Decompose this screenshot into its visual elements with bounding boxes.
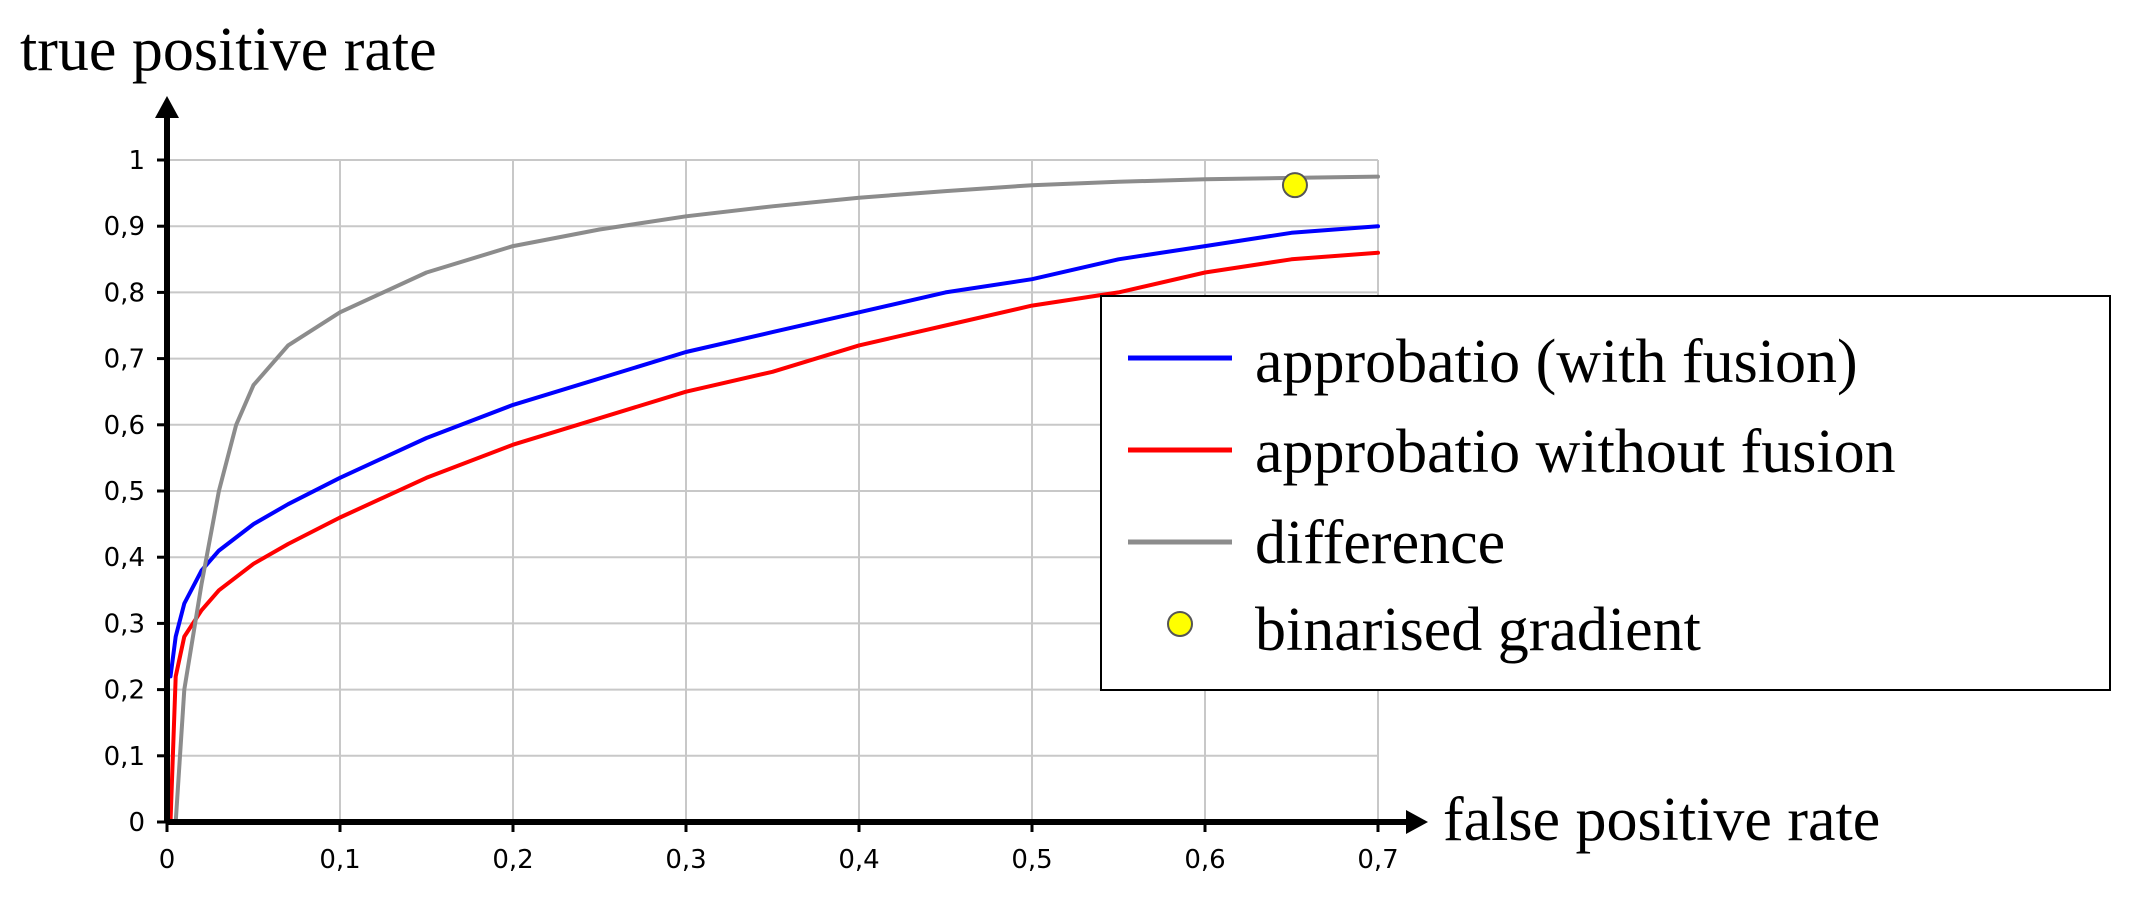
y-tick-label: 1 <box>128 146 145 176</box>
y-tick-label: 0,2 <box>104 676 145 706</box>
legend-box <box>1100 295 2111 691</box>
axes <box>155 96 1428 834</box>
x-tick-label: 0 <box>159 845 176 875</box>
tick-labels: 0 0,1 0,2 0,3 0,4 0,5 0,6 0,7 0 0,1 0,2 0,3 0,4 0,5 0,… <box>104 146 1399 875</box>
legend-label-with-fusion: approbatio (with fusion) <box>1255 328 1858 396</box>
legend: approbatio (with fusion) approbatio with… <box>1100 295 2111 691</box>
y-tick-label: 0,9 <box>104 212 145 242</box>
x-axis-title: false positive rate <box>1443 786 1880 854</box>
y-tick-label: 0,8 <box>104 278 145 308</box>
y-axis-arrowhead <box>155 96 179 118</box>
y-tick-label: 0 <box>128 808 145 838</box>
x-tick-label: 0,2 <box>492 845 533 875</box>
y-tick-label: 0,6 <box>104 411 145 441</box>
series-line-2 <box>173 174 1380 824</box>
y-tick-label: 0,1 <box>104 742 145 772</box>
x-tick-label: 0,7 <box>1357 845 1398 875</box>
points-layer <box>1281 172 1308 199</box>
legend-label-difference: difference <box>1255 509 1505 577</box>
legend-label-binarised-gradient: binarised gradient <box>1255 596 1701 664</box>
x-tick-label: 0,5 <box>1011 845 1052 875</box>
series-line-1 <box>168 250 1380 824</box>
y-tick-label: 0,7 <box>104 345 145 375</box>
legend-label-without-fusion: approbatio without fusion <box>1255 418 1896 486</box>
x-tick-label: 0,1 <box>319 845 360 875</box>
x-tick-label: 0,4 <box>838 845 879 875</box>
x-tick-label: 0,3 <box>665 845 706 875</box>
y-axis-title: true positive rate <box>20 16 437 84</box>
legend-marker-binarised-gradient <box>1167 611 1193 637</box>
x-tick-label: 0,6 <box>1184 845 1225 875</box>
y-tick-label: 0,5 <box>104 477 145 507</box>
y-tick-label: 0,3 <box>104 609 145 639</box>
binarised-gradient-point <box>1281 172 1308 199</box>
series-layer <box>168 174 1380 824</box>
y-tick-label: 0,4 <box>104 543 145 573</box>
x-axis-arrowhead <box>1406 810 1428 834</box>
